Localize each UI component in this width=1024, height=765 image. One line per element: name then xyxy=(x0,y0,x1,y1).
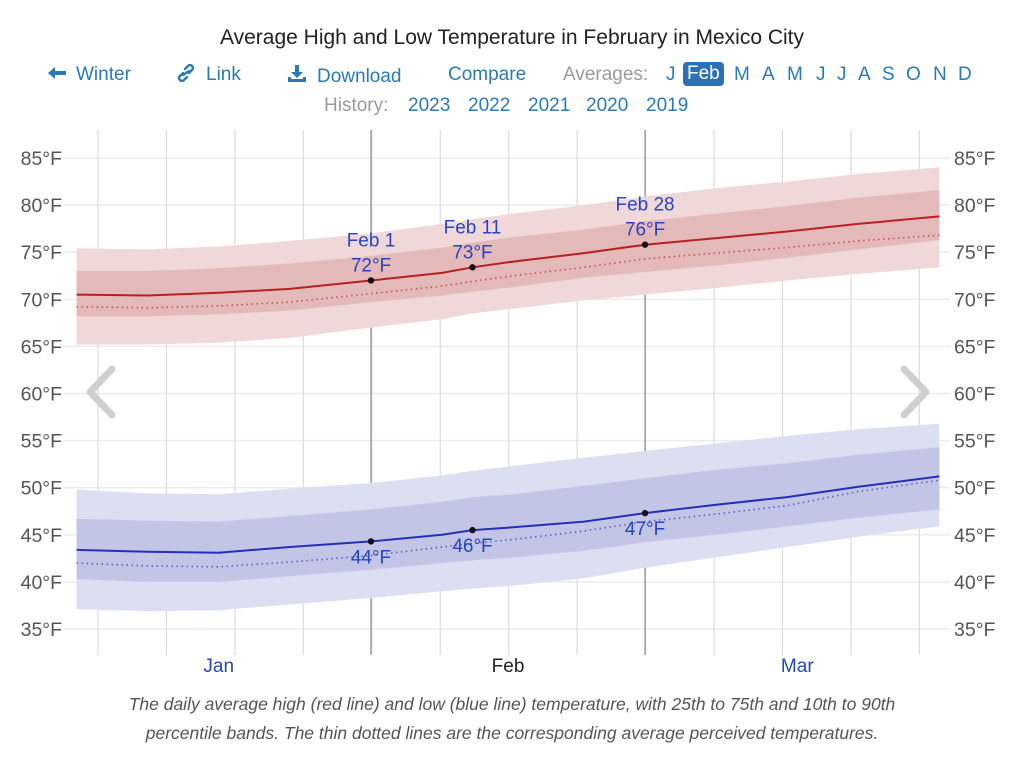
annotation-date-label: Feb 1 xyxy=(347,230,396,251)
compare-link[interactable]: Compare xyxy=(448,64,527,85)
annotation-temp-label: 72°F xyxy=(351,255,391,276)
month-jul-link[interactable]: J xyxy=(837,64,847,85)
month-aug-link[interactable]: A xyxy=(858,64,871,85)
download-icon xyxy=(288,65,306,82)
chart-caption: The daily average high (red line) and lo… xyxy=(0,690,1024,748)
y-tick-label-right: 60°F xyxy=(954,384,995,406)
caption-line-1: The daily average high (red line) and lo… xyxy=(128,694,896,714)
x-month-label: Jan xyxy=(203,656,234,677)
y-tick-label-left: 55°F xyxy=(21,431,62,453)
annotation-temp-label: 44°F xyxy=(351,547,391,568)
y-tick-label-left: 45°F xyxy=(21,525,62,547)
link-icon xyxy=(177,63,195,83)
history-label: History: xyxy=(324,95,389,116)
series-lines xyxy=(76,215,940,568)
temperature-chart: Feb 1 72°F Feb 11 73°F Feb 28 76°F 44°F 46°F 47°… xyxy=(21,130,995,677)
y-tick-label-left: 75°F xyxy=(21,242,62,264)
next-month-arrow[interactable] xyxy=(898,365,934,419)
data-point-low xyxy=(469,526,476,534)
chevron-right-icon xyxy=(900,365,930,419)
annotation-temp-label: 73°F xyxy=(452,242,492,263)
y-tick-label-left: 35°F xyxy=(21,619,62,641)
y-tick-label-left: 80°F xyxy=(21,195,62,217)
y-tick-label-left: 50°F xyxy=(21,478,62,500)
band-25-75-high xyxy=(76,190,940,317)
month-dec-link[interactable]: D xyxy=(958,64,972,85)
month-apr-link[interactable]: A xyxy=(762,64,775,85)
y-axis-right: 35°F 40°F 45°F 50°F 55°F 60°F 65°F 70°F 75°F 80°F… xyxy=(954,148,995,641)
y-tick-label-right: 45°F xyxy=(954,525,995,547)
chevron-left-icon xyxy=(86,365,116,419)
y-tick-label-left: 60°F xyxy=(21,384,62,406)
month-nov-link[interactable]: N xyxy=(933,64,947,85)
data-point-high xyxy=(367,277,375,284)
band-25-75-low xyxy=(76,447,940,582)
month-mar-link[interactable]: M xyxy=(734,64,750,85)
previous-month-arrow[interactable] xyxy=(82,365,118,419)
y-tick-label-left: 85°F xyxy=(21,148,62,170)
y-tick-label-right: 75°F xyxy=(954,242,995,264)
y-tick-label-right: 55°F xyxy=(954,431,995,453)
annotation-date-label: Feb 28 xyxy=(615,195,674,216)
y-tick-label-right: 80°F xyxy=(954,195,995,217)
annotation-temp-label: 46°F xyxy=(452,536,492,557)
history-year-2022[interactable]: 2022 xyxy=(468,95,511,116)
averages-label: Averages: xyxy=(563,64,649,85)
x-month-label: Feb xyxy=(492,656,525,677)
y-axis-left: 35°F 40°F 45°F 50°F 55°F 60°F 65°F 70°F 75°F 80°F… xyxy=(21,148,62,641)
annotation-date-label: Feb 11 xyxy=(444,217,502,238)
annotation-marks: Feb 1 72°F Feb 11 73°F Feb 28 76°F 44°F 46°F 47°… xyxy=(347,195,675,569)
data-point-high xyxy=(641,241,649,248)
y-tick-label-right: 85°F xyxy=(954,148,995,170)
back-label: Winter xyxy=(76,64,131,85)
y-tick-label-left: 40°F xyxy=(21,572,62,594)
back-winter-link[interactable]: Winter xyxy=(46,64,131,86)
percentile-bands xyxy=(76,167,940,612)
download-label: Download xyxy=(317,66,402,87)
y-tick-label-right: 40°F xyxy=(954,572,995,594)
annotation-temp-label: 47°F xyxy=(625,519,665,540)
y-tick-label-left: 70°F xyxy=(21,289,62,311)
average-line-low xyxy=(76,475,940,554)
page-title: Average High and Low Temperature in Febr… xyxy=(219,26,804,49)
average-line-high xyxy=(76,215,940,297)
caption-line-2: percentile bands. The thin dotted lines … xyxy=(145,723,879,743)
navigation-bar: Winter Link Download Compare Averages: J… xyxy=(0,62,1024,90)
month-may-link[interactable]: M xyxy=(787,64,803,85)
download-button[interactable]: Download xyxy=(287,64,402,88)
y-tick-label-right: 35°F xyxy=(954,619,995,641)
history-year-2020[interactable]: 2020 xyxy=(586,95,629,116)
link-button[interactable]: Link xyxy=(176,63,241,86)
y-tick-label-right: 65°F xyxy=(954,336,995,358)
month-jun-link[interactable]: J xyxy=(816,64,826,85)
data-point-low xyxy=(641,509,649,517)
history-year-2021[interactable]: 2021 xyxy=(528,95,571,116)
arrow-left-icon xyxy=(48,67,66,79)
x-month-label: Mar xyxy=(781,656,814,677)
data-point-high xyxy=(469,264,476,271)
history-year-2019[interactable]: 2019 xyxy=(646,95,689,116)
month-sep-link[interactable]: S xyxy=(882,64,895,85)
y-tick-label-right: 70°F xyxy=(954,289,995,311)
history-year-2023[interactable]: 2023 xyxy=(408,95,451,116)
annotation-temp-label: 76°F xyxy=(625,220,665,241)
history-bar: History: 2023 2022 2021 2020 2019 xyxy=(0,95,1024,121)
x-axis-labels: Jan Feb Mar xyxy=(203,656,814,677)
y-tick-label-left: 65°F xyxy=(21,336,62,358)
month-oct-link[interactable]: O xyxy=(906,64,921,85)
y-tick-label-right: 50°F xyxy=(954,478,995,500)
month-feb-selected[interactable]: Feb xyxy=(683,62,724,86)
data-point-low xyxy=(367,538,375,545)
month-jan-link[interactable]: J xyxy=(666,64,676,85)
link-label: Link xyxy=(206,64,241,85)
